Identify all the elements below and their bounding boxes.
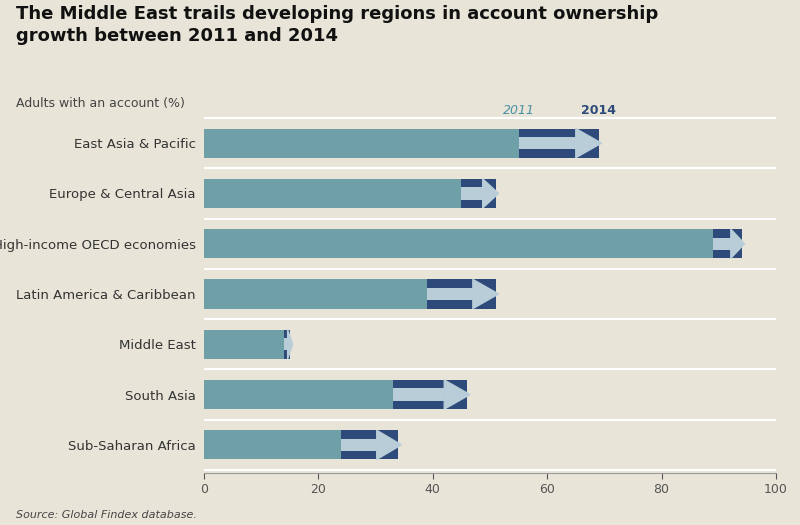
Bar xyxy=(462,187,482,200)
Bar xyxy=(204,229,713,258)
Text: The Middle East trails developing regions in account ownership
growth between 20: The Middle East trails developing region… xyxy=(16,5,658,46)
Bar xyxy=(393,388,444,401)
Polygon shape xyxy=(482,179,498,208)
Bar xyxy=(342,430,398,459)
Text: 2011: 2011 xyxy=(502,104,534,117)
Bar xyxy=(713,238,731,250)
Polygon shape xyxy=(444,380,470,409)
Text: Adults with an account (%): Adults with an account (%) xyxy=(16,97,185,110)
Bar xyxy=(204,129,518,158)
Polygon shape xyxy=(377,430,402,459)
Text: Source: Global Findex database.: Source: Global Findex database. xyxy=(16,510,197,520)
Polygon shape xyxy=(576,129,602,158)
Bar xyxy=(204,279,427,309)
Bar xyxy=(204,179,462,208)
Bar xyxy=(342,439,377,451)
Bar xyxy=(462,179,496,208)
Bar xyxy=(427,279,496,309)
Bar xyxy=(204,380,393,409)
Polygon shape xyxy=(288,330,293,359)
Bar xyxy=(284,338,288,350)
Polygon shape xyxy=(731,229,745,258)
Bar xyxy=(427,288,473,300)
Bar xyxy=(284,330,290,359)
Bar xyxy=(518,129,598,158)
Bar xyxy=(204,330,284,359)
Bar xyxy=(518,137,576,149)
Bar xyxy=(204,430,342,459)
Bar xyxy=(713,229,742,258)
Polygon shape xyxy=(473,279,498,309)
Bar xyxy=(393,380,467,409)
Text: 2014: 2014 xyxy=(581,104,616,117)
